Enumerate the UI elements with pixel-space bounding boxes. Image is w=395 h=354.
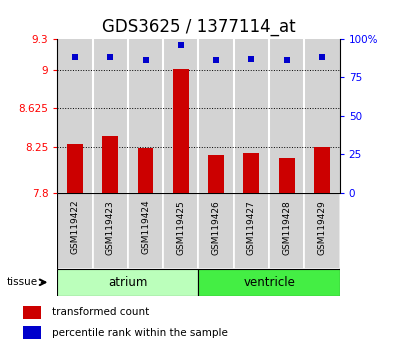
Text: ventricle: ventricle [243, 276, 295, 289]
Text: GSM119426: GSM119426 [212, 200, 221, 255]
Text: GSM119423: GSM119423 [106, 200, 115, 255]
Bar [243, 153, 260, 193]
Bar [173, 69, 189, 193]
Bar [279, 158, 295, 193]
Bar [92, 39, 128, 193]
Text: transformed count: transformed count [52, 307, 149, 318]
Bar [234, 39, 269, 193]
Text: GSM119427: GSM119427 [247, 200, 256, 255]
Bar [128, 39, 163, 193]
Bar [305, 193, 340, 269]
Bar [137, 148, 154, 193]
Bar [163, 193, 198, 269]
Bar [269, 39, 305, 193]
Bar [57, 193, 92, 269]
Bar [269, 193, 305, 269]
Bar [128, 193, 163, 269]
Title: GDS3625 / 1377114_at: GDS3625 / 1377114_at [102, 18, 295, 36]
Text: GSM119428: GSM119428 [282, 200, 291, 255]
Bar [199, 269, 340, 296]
Bar [208, 155, 224, 193]
Text: tissue: tissue [7, 277, 38, 287]
Text: GSM119429: GSM119429 [318, 200, 327, 255]
Bar [67, 144, 83, 193]
Bar [314, 147, 330, 193]
Text: GSM119425: GSM119425 [176, 200, 185, 255]
Bar [23, 306, 41, 319]
Text: GSM119422: GSM119422 [70, 200, 79, 255]
Bar [163, 39, 199, 193]
Bar [234, 193, 269, 269]
Bar [92, 193, 128, 269]
Text: percentile rank within the sample: percentile rank within the sample [52, 328, 228, 338]
Bar [199, 39, 234, 193]
Bar [23, 326, 41, 339]
Bar [199, 193, 234, 269]
Text: atrium: atrium [108, 276, 148, 289]
Bar [57, 39, 92, 193]
Bar [102, 137, 118, 193]
Bar [57, 269, 199, 296]
Bar [305, 39, 340, 193]
Text: GSM119424: GSM119424 [141, 200, 150, 255]
